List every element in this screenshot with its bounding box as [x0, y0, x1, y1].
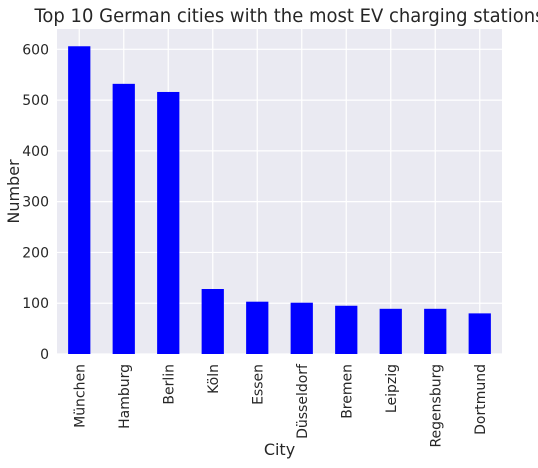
- x-tick-label: Hamburg: [117, 364, 133, 429]
- bar: [335, 305, 358, 354]
- y-tick-label: 600: [22, 42, 49, 58]
- bar: [424, 308, 447, 354]
- x-tick-label: Essen: [250, 364, 266, 405]
- x-tick-label: Berlin: [161, 364, 177, 405]
- bar: [201, 289, 224, 354]
- x-tick-label: Düsseldorf: [295, 363, 311, 439]
- bar: [468, 313, 491, 354]
- y-tick-label: 300: [22, 195, 49, 211]
- x-tick-label: München: [72, 364, 88, 428]
- bars: [68, 46, 491, 354]
- x-tick-label: Dortmund: [473, 364, 489, 435]
- x-tick-label: Köln: [206, 364, 222, 394]
- y-tick-label: 200: [22, 245, 49, 261]
- bar: [379, 308, 402, 354]
- bar: [290, 302, 313, 354]
- bar: [68, 46, 91, 354]
- x-tick-label: Leipzig: [384, 364, 400, 413]
- y-tick-label: 0: [40, 347, 49, 363]
- x-tick-label: Bremen: [339, 364, 355, 419]
- y-axis-label: Number: [4, 159, 23, 224]
- bar: [157, 91, 180, 354]
- bar: [112, 83, 135, 354]
- x-axis-ticks: München Hamburg Berlin Köln Essen Düsseldorf B…: [72, 363, 489, 448]
- x-axis-label: City: [264, 440, 295, 459]
- y-tick-label: 500: [22, 93, 49, 109]
- y-tick-label: 400: [22, 144, 49, 160]
- x-tick-label: Regensburg: [428, 364, 444, 448]
- y-axis-ticks: 0 100 200 300 400 500 600: [22, 42, 49, 363]
- chart-title: Top 10 German cities with the most EV ch…: [34, 5, 538, 27]
- y-tick-label: 100: [22, 296, 49, 312]
- bar: [246, 301, 269, 354]
